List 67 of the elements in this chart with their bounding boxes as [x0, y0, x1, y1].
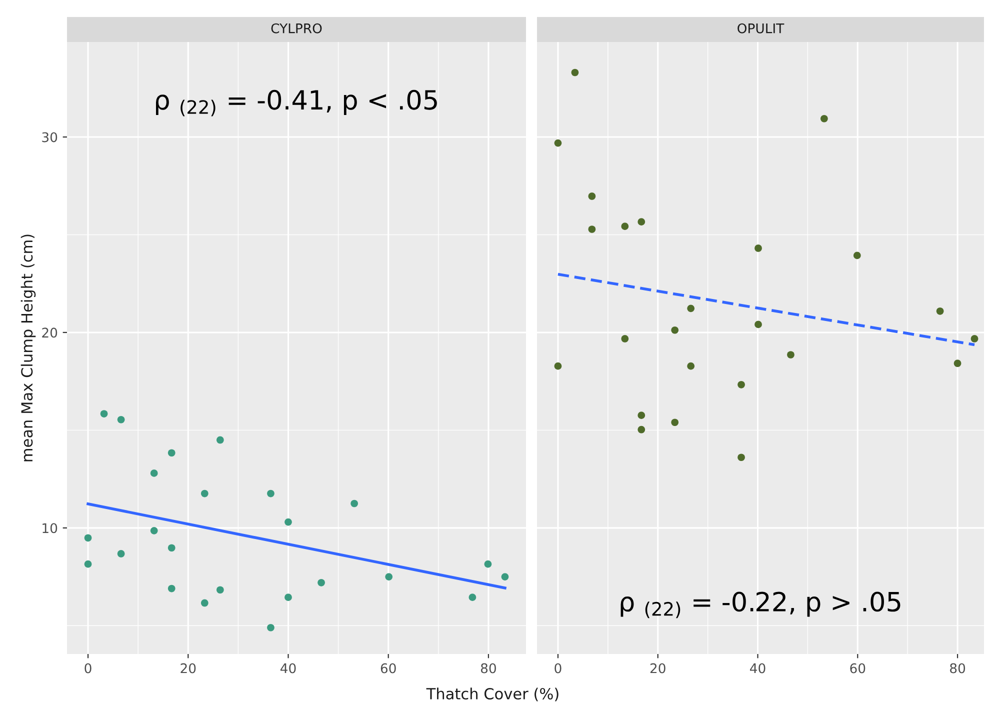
point [820, 114, 828, 122]
point [84, 560, 92, 568]
point [117, 550, 125, 558]
point [318, 578, 325, 586]
x-tick-label: 40 [750, 663, 766, 674]
point [621, 222, 629, 230]
point [267, 624, 274, 632]
point [84, 534, 92, 542]
point [638, 412, 646, 420]
point [350, 500, 358, 508]
x-axis-title: Thatch Cover (%) [426, 688, 558, 702]
annotation: ρ $_{(22)}$ = -0.22, p > .05 [620, 592, 900, 618]
x-tick-label: 40 [280, 663, 296, 674]
point [117, 416, 125, 424]
y-tick-label: 20 [42, 328, 58, 338]
chart-title: CYLPRO [271, 23, 322, 34]
point [571, 68, 579, 76]
x-tick-label: 20 [180, 663, 196, 674]
y-tick-label: 10 [42, 523, 58, 534]
point [687, 362, 694, 370]
point [216, 586, 224, 594]
point [853, 252, 861, 260]
point [970, 335, 978, 342]
point [588, 226, 596, 233]
point [168, 544, 176, 552]
point [150, 470, 158, 477]
x-tick-label: 20 [650, 663, 666, 674]
point [267, 490, 274, 498]
point [468, 594, 476, 601]
x-tick-label: 0 [554, 663, 562, 674]
x-tick-label: 60 [380, 663, 396, 674]
point [671, 418, 679, 426]
point [100, 410, 108, 418]
point [484, 560, 492, 568]
point [554, 139, 562, 147]
point [554, 362, 562, 370]
y-tick-label: 30 [42, 132, 58, 142]
point [738, 454, 745, 462]
point [200, 599, 208, 607]
point [671, 326, 679, 334]
x-tick-label: 0 [84, 663, 92, 674]
point [936, 307, 944, 315]
point [284, 594, 292, 601]
point [754, 244, 762, 252]
point [588, 192, 596, 200]
point [687, 304, 694, 312]
point [168, 449, 176, 457]
point [150, 526, 158, 534]
point [501, 573, 509, 580]
point [385, 573, 393, 580]
point [754, 320, 762, 328]
point [621, 335, 629, 342]
point [284, 518, 292, 526]
point [200, 490, 208, 498]
point [168, 584, 176, 592]
point [954, 360, 962, 368]
x-tick-label: 60 [850, 663, 866, 674]
chart-title: OPULIT [738, 23, 784, 34]
x-tick-label: 80 [950, 663, 966, 674]
point [638, 426, 646, 434]
x-tick-label: 80 [480, 663, 496, 674]
y-axis-title: mean Max Clump Height (cm) [20, 234, 36, 462]
point [738, 380, 745, 388]
point [216, 436, 224, 444]
point [638, 218, 646, 226]
point [787, 351, 794, 358]
annotation: ρ $_{(22)}$ = -0.41, p < .05 [156, 90, 437, 116]
